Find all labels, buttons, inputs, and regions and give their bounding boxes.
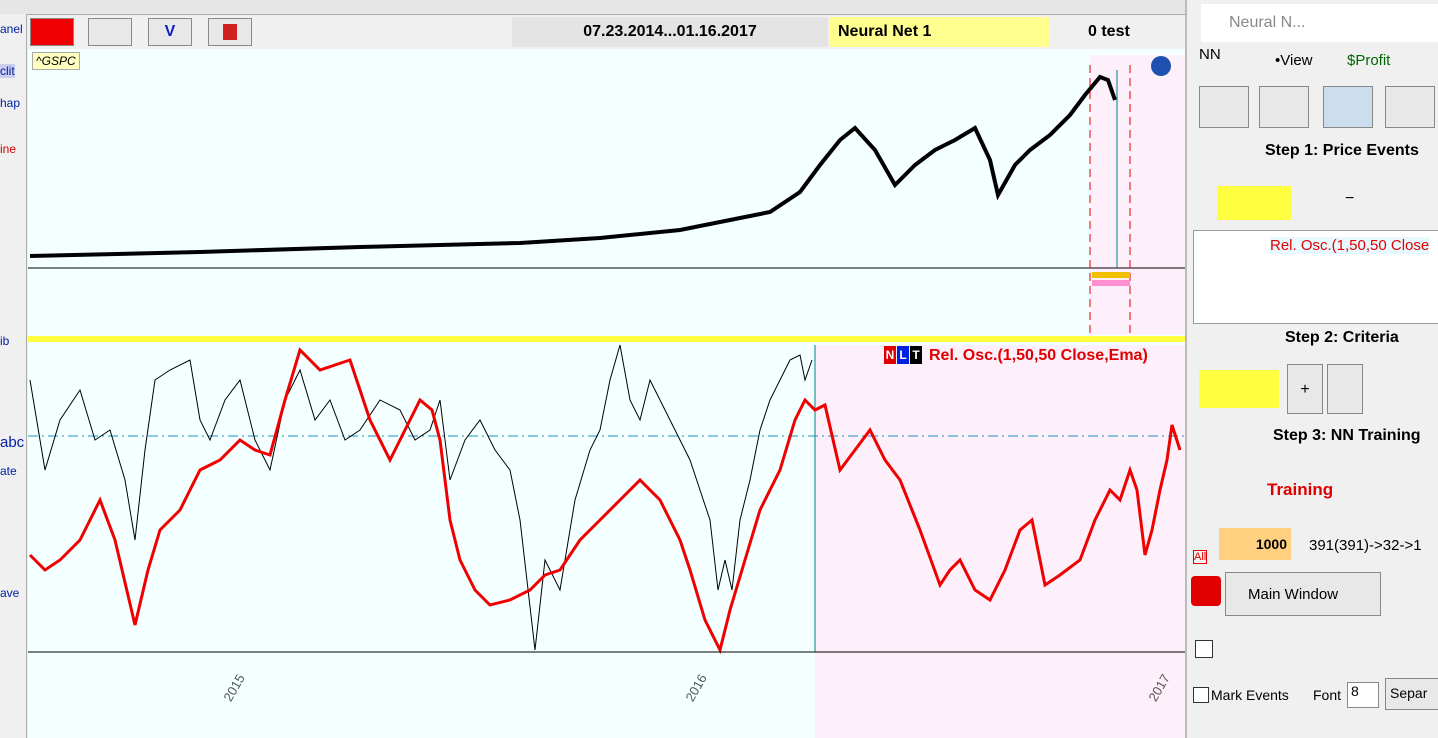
network-icon[interactable]	[1217, 186, 1291, 220]
tool[interactable]: hap	[0, 96, 21, 110]
tool[interactable]: ib	[0, 334, 10, 348]
date-range: 07.23.2014...01.16.2017	[512, 17, 828, 47]
remove-button[interactable]: −	[1345, 190, 1355, 207]
step-heading: Step 1: Price Events	[1265, 142, 1419, 159]
forecast-zone	[815, 345, 1185, 738]
add-button[interactable]: +	[1287, 364, 1323, 414]
step-heading: Step 3: NN Training	[1273, 427, 1421, 444]
tool[interactable]: clit	[0, 64, 15, 78]
tab[interactable]: $Profit	[1347, 52, 1391, 69]
main-window-button[interactable]: Main Window	[1225, 572, 1381, 616]
toolbar: V 07.23.2014...01.16.2017 Neural Net 1 0…	[28, 15, 1185, 49]
tool[interactable]: abc	[0, 434, 25, 451]
flag: T	[912, 348, 920, 362]
price-line	[29, 74, 1117, 258]
mode-label: 0 test	[1088, 23, 1130, 40]
color-button[interactable]	[30, 18, 74, 46]
separator	[28, 336, 1185, 342]
monitor-button[interactable]	[88, 18, 132, 46]
flag-bg	[910, 346, 922, 364]
all-button[interactable]: All	[1193, 550, 1208, 564]
flag-bg	[897, 346, 909, 364]
menu-strip	[0, 0, 1185, 15]
mark-events: Mark Events	[1211, 687, 1289, 703]
step-heading: Step 2: Criteria	[1285, 329, 1399, 346]
forecast-zone	[1090, 55, 1185, 335]
tab[interactable]: NN	[1199, 46, 1221, 63]
chart-group: 2015 2016 2017 N L T Rel. Osc.(1,50,50 C…	[28, 49, 1185, 738]
panel-title: Neural N...	[1201, 4, 1438, 42]
topology: 391(391)->32->1	[1309, 537, 1422, 554]
tool[interactable]: ine	[0, 142, 17, 156]
tool[interactable]: ave	[0, 586, 20, 600]
save-button[interactable]	[1259, 86, 1309, 128]
network-icon[interactable]	[1199, 370, 1279, 408]
tool-column: anel clit hap ine ib abc ate ave	[0, 14, 27, 738]
model-name: Neural Net 1	[830, 17, 1050, 47]
range-bar	[1092, 280, 1130, 286]
tool[interactable]: ate	[0, 464, 17, 478]
tool[interactable]: anel	[0, 22, 23, 36]
edit-button[interactable]	[1327, 364, 1363, 414]
font-label: Font	[1313, 687, 1342, 703]
chart-area: 2015 2016 2017 N L T Rel. Osc.(1,50,50 C…	[28, 49, 1185, 738]
font-size[interactable]: 8	[1347, 682, 1379, 708]
neural-panel: Neural N... NN •View $Profit Step 1: Pri…	[1185, 0, 1438, 738]
flag: N	[886, 348, 895, 362]
separator-button[interactable]: Separ	[1385, 678, 1438, 710]
checkbox[interactable]	[1193, 687, 1209, 703]
range-bar	[1092, 272, 1130, 278]
range-button[interactable]	[208, 18, 252, 46]
target-button[interactable]	[1385, 86, 1435, 128]
globe-icon[interactable]	[1151, 56, 1171, 76]
v-button[interactable]: V	[148, 18, 192, 46]
event-list: Rel. Osc.(1,50,50 Close	[1193, 230, 1438, 324]
epochs[interactable]: 1000	[1219, 528, 1291, 560]
checkbox[interactable]	[1195, 640, 1213, 658]
event-item[interactable]: Rel. Osc.(1,50,50 Close	[1270, 237, 1430, 254]
tab[interactable]: •View	[1275, 52, 1313, 69]
symbol-label: ^GSPC	[32, 52, 80, 70]
color-button[interactable]	[1191, 576, 1221, 606]
red-oscillator-line	[28, 347, 1182, 655]
training-button[interactable]: Training	[1267, 480, 1334, 499]
oscillator-line	[29, 344, 813, 651]
flag: L	[899, 348, 906, 362]
indicator-label: Rel. Osc.(1,50,50 Close,Ema)	[929, 347, 1148, 364]
flag-bg	[884, 346, 896, 364]
open-button[interactable]	[1199, 86, 1249, 128]
view-button[interactable]	[1323, 86, 1373, 128]
